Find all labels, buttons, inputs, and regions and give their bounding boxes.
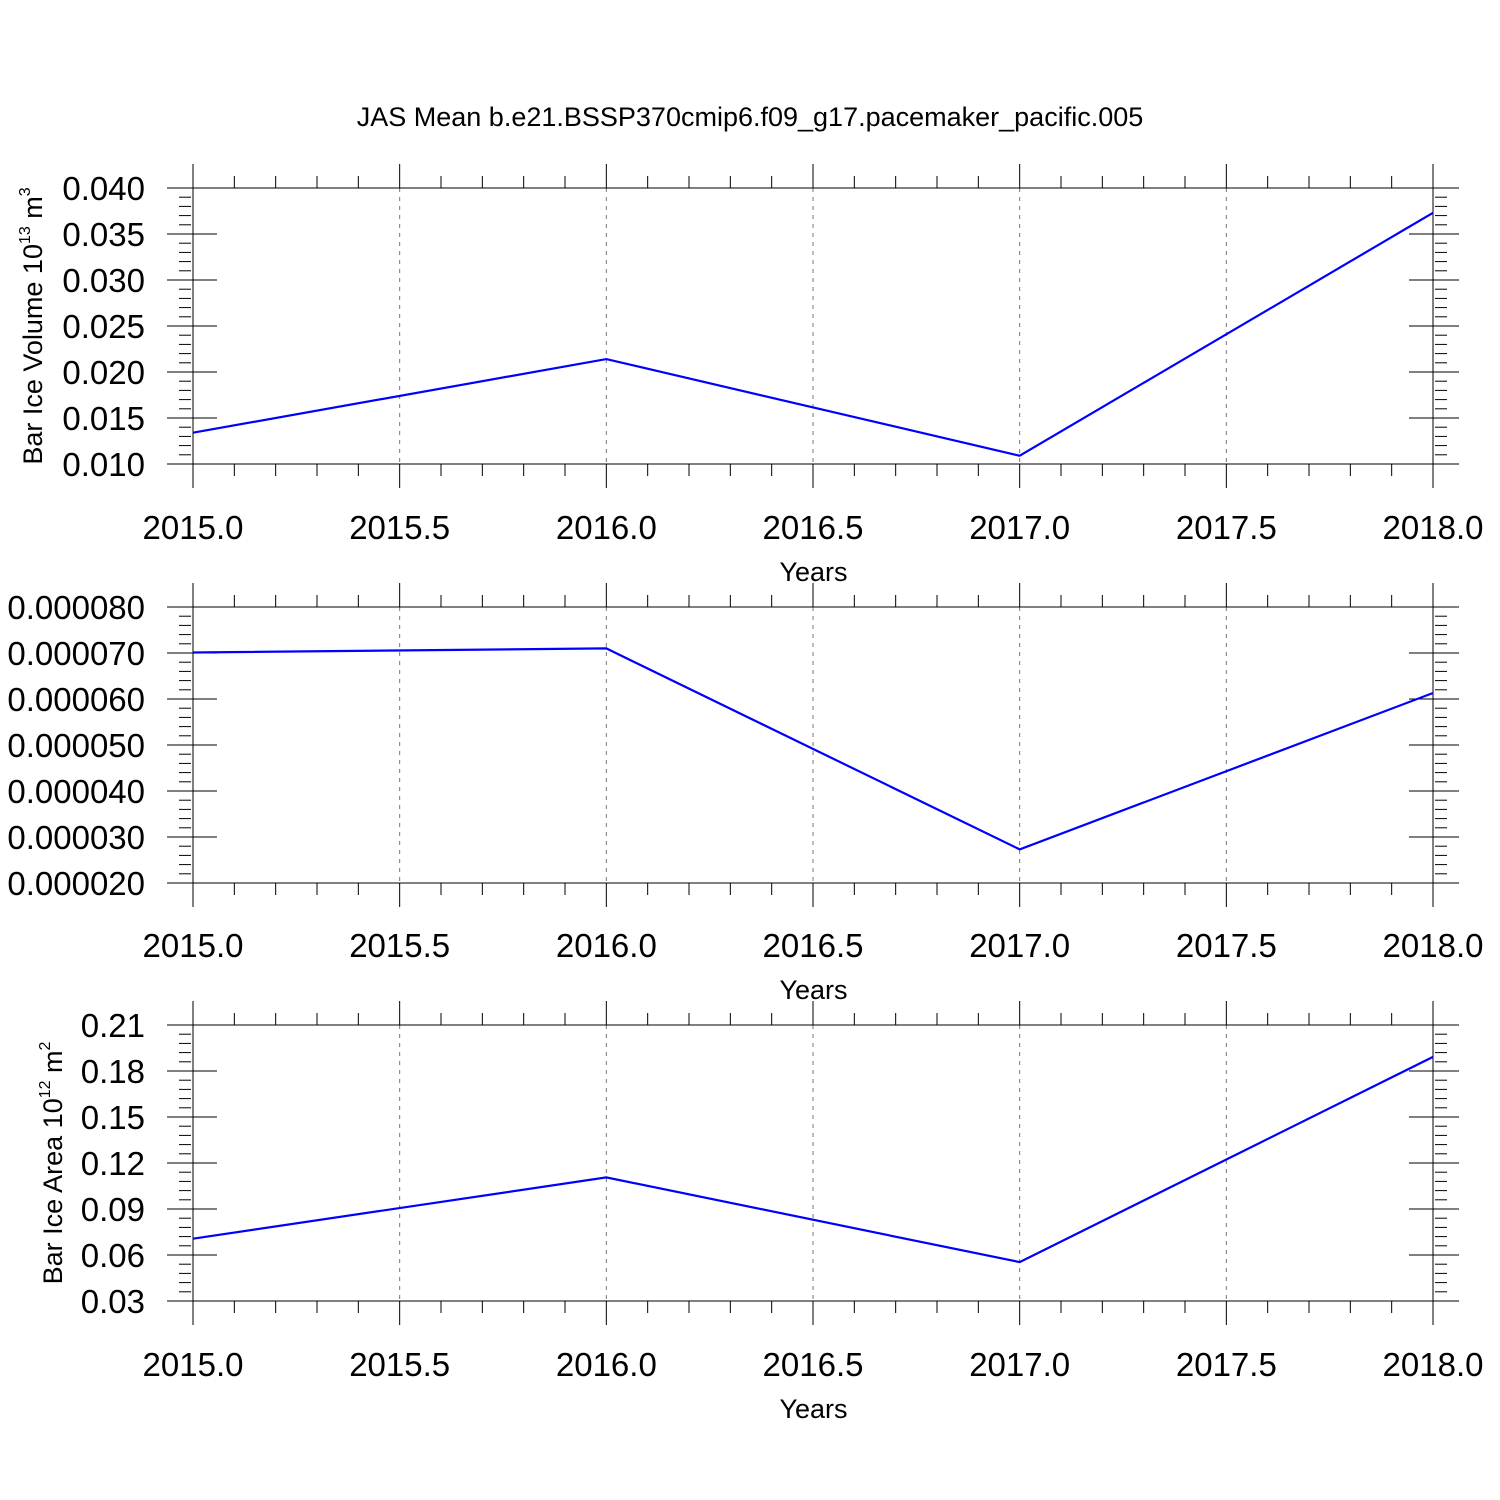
y-tick-label: 0.010 bbox=[62, 446, 145, 483]
y-tick-label: 0.18 bbox=[81, 1053, 145, 1090]
x-tick-label: 2016.5 bbox=[763, 509, 864, 546]
y-tick-label: 0.030 bbox=[62, 262, 145, 299]
y-tick-label: 0.000030 bbox=[7, 819, 145, 856]
y-tick-label: 0.015 bbox=[62, 400, 145, 437]
panel-ylabel: Bar Ice Volume 1013 m3 bbox=[17, 187, 48, 464]
y-tick-label: 0.06 bbox=[81, 1237, 145, 1274]
x-tick-label: 2015.5 bbox=[349, 927, 450, 964]
x-tick-label: 2015.0 bbox=[143, 509, 244, 546]
series-line bbox=[192, 1055, 1434, 1264]
x-tick-label: 2016.0 bbox=[556, 927, 657, 964]
x-tick-label: 2017.0 bbox=[969, 1346, 1070, 1383]
x-tick-label: 2015.0 bbox=[143, 1346, 244, 1383]
x-tick-label: 2017.0 bbox=[969, 927, 1070, 964]
x-tick-label: 2015.5 bbox=[349, 509, 450, 546]
y-tick-label: 0.000050 bbox=[7, 727, 145, 764]
x-tick-label: 2015.5 bbox=[349, 1346, 450, 1383]
y-tick-label: 0.040 bbox=[62, 170, 145, 207]
x-tick-label: 2016.5 bbox=[763, 927, 864, 964]
x-tick-label: 2016.5 bbox=[763, 1346, 864, 1383]
y-tick-label: 0.000060 bbox=[7, 681, 145, 718]
y-tick-label: 0.03 bbox=[81, 1283, 145, 1320]
panel-ice-volume: Bar Ice Volume 1013 m3 Years 0.010 0.015 0… bbox=[17, 164, 1483, 587]
series-line bbox=[192, 211, 1434, 457]
panel-ylabel: Bar Ice Area 1012 m2 bbox=[37, 1041, 68, 1284]
figure-title: JAS Mean b.e21.BSSP370cmip6.f09_g17.pace… bbox=[357, 102, 1144, 132]
series-line bbox=[192, 647, 1434, 851]
x-tick-label: 2017.5 bbox=[1176, 509, 1277, 546]
x-tick-label: 2016.0 bbox=[556, 509, 657, 546]
y-tick-label: 0.09 bbox=[81, 1191, 145, 1228]
x-tick-label: 2017.0 bbox=[969, 509, 1070, 546]
y-tick-label: 0.035 bbox=[62, 216, 145, 253]
x-tick-label: 2018.0 bbox=[1383, 509, 1484, 546]
y-tick-label: 0.000070 bbox=[7, 635, 145, 672]
panel-xlabel: Years bbox=[779, 557, 847, 587]
panel-middle: Years 0.000020 0.000030 0.000040 0.000050 0.… bbox=[7, 583, 1483, 1005]
panel-xlabel: Years bbox=[779, 975, 847, 1005]
y-tick-label: 0.025 bbox=[62, 308, 145, 345]
y-tick-label: 0.020 bbox=[62, 354, 145, 391]
x-tick-label: 2017.5 bbox=[1176, 927, 1277, 964]
y-tick-label: 0.12 bbox=[81, 1145, 145, 1182]
panel-ice-area: Bar Ice Area 1012 m2 Years 0.03 0.06 0.09 0… bbox=[37, 1001, 1483, 1424]
y-tick-label: 0.21 bbox=[81, 1007, 145, 1044]
x-tick-label: 2017.5 bbox=[1176, 1346, 1277, 1383]
x-tick-label: 2015.0 bbox=[143, 927, 244, 964]
x-tick-label: 2016.0 bbox=[556, 1346, 657, 1383]
x-tick-label: 2018.0 bbox=[1383, 927, 1484, 964]
y-tick-label: 0.000040 bbox=[7, 773, 145, 810]
y-tick-label: 0.000080 bbox=[7, 589, 145, 626]
y-tick-label: 0.15 bbox=[81, 1099, 145, 1136]
panel-xlabel: Years bbox=[779, 1394, 847, 1424]
y-tick-label: 0.000020 bbox=[7, 865, 145, 902]
x-tick-label: 2018.0 bbox=[1383, 1346, 1484, 1383]
